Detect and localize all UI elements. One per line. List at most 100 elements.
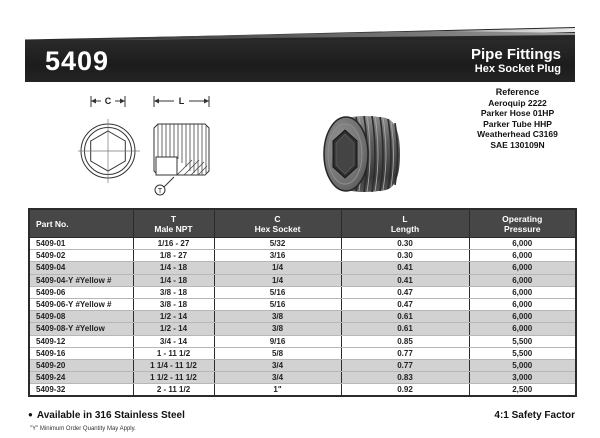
cell-part: 5409-06 xyxy=(29,286,133,299)
cell-npt: 2 - 11 1/2 xyxy=(132,383,214,397)
table-row: 5409-06 3/8 - 18 5/16 0.47 6,000 xyxy=(29,286,576,299)
page-banner: 5409 Pipe Fittings Hex Socket Plug xyxy=(25,40,575,82)
availability-note: ● Available in 316 Stainless Steel xyxy=(28,410,185,421)
table-row: 5409-16 1 - 11 1/2 5/8 0.77 5,500 xyxy=(29,347,576,360)
cell-part: 5409-32 xyxy=(36,385,66,395)
thread-callout-label: T xyxy=(158,188,163,195)
spec-table: Part No. T Male NPT C Hex Socket L Length Opera… xyxy=(28,208,577,398)
cell-part: 5409-04 xyxy=(29,261,133,275)
cell-pressure: 6,000 xyxy=(468,286,576,299)
table-row: 5409-12 3/4 - 14 9/16 0.85 5,500 xyxy=(29,335,576,348)
cell-part: 5409-08-Y #Yellow xyxy=(29,322,133,336)
table-row: 5409-08 1/2 - 14 3/8 0.61 6,000 xyxy=(29,310,576,324)
table-row: 5409-06-Y #Yellow #3/8 - 18 5/16 0.47 6,000 xyxy=(29,298,576,312)
column-header-hex: C Hex Socket xyxy=(213,209,341,238)
cell-length: 0.92 xyxy=(340,383,469,397)
cell-length: 0.30 xyxy=(340,237,469,251)
cell-length: 0.61 xyxy=(340,322,469,336)
cell-npt: 1/4 - 18 xyxy=(132,261,214,275)
cell-hex: 3/16 xyxy=(213,249,341,263)
cell-length: 0.41 xyxy=(340,261,469,275)
cell-pressure: 6,000 xyxy=(468,322,576,336)
cell-npt: 1/2 - 14 xyxy=(132,310,214,324)
cell-npt: 1/4 - 18 xyxy=(132,274,214,287)
cell-pressure: 6,000 xyxy=(468,274,576,287)
cell-pressure: 6,000 xyxy=(468,298,576,312)
cell-length: 0.61 xyxy=(340,310,469,324)
cell-hex: 3/8 xyxy=(213,322,341,336)
cell-pressure: 5,500 xyxy=(468,347,576,360)
page-subtitle: Hex Socket Plug xyxy=(474,63,561,76)
cell-length: 0.77 xyxy=(340,359,469,373)
cell-hex: 3/8 xyxy=(213,310,341,324)
cell-pressure: 6,000 xyxy=(468,249,576,263)
cell-npt: 1 1/4 - 11 1/2 xyxy=(132,359,214,373)
cell-hex: 3/4 xyxy=(213,371,341,385)
cell-part: 5409-12 xyxy=(29,335,133,348)
table-row: 5409-32 2 - 11 1/2 1" 0.92 2,500 xyxy=(29,383,576,397)
availability-prefix: Available in xyxy=(36,410,93,421)
cell-hex: 3/4 xyxy=(213,359,341,373)
cell-npt: 1/8 - 27 xyxy=(132,249,214,263)
reference-item: Parker Tube HHP xyxy=(483,118,552,129)
cell-hex: 5/8 xyxy=(213,347,341,360)
safety-factor-note: 4:1 Safety Factor xyxy=(494,410,575,421)
cell-length: 0.47 xyxy=(340,298,469,312)
reference-item: Aeroquip 2222 xyxy=(488,97,547,108)
cell-hex: 5/16 xyxy=(213,298,341,312)
table-row: 5409-08-Y #Yellow 1/2 - 14 3/8 0.61 6,000 xyxy=(29,322,576,336)
cell-npt: 1/16 - 27 xyxy=(132,237,214,251)
availability-material: 316 Stainless Steel xyxy=(94,410,185,421)
cell-pressure: 5,000 xyxy=(468,359,576,373)
reference-item: Parker Hose 01HP xyxy=(480,108,555,118)
product-photo xyxy=(316,110,412,200)
cell-hex: 5/16 xyxy=(213,286,341,299)
dim-label-l: L xyxy=(179,96,185,106)
cell-hex: 1" xyxy=(213,383,341,397)
cell-npt: 1 1/2 - 11 1/2 xyxy=(132,371,214,385)
cell-part: 5409-04-Y #Yellow # xyxy=(29,274,133,287)
cell-part: 5409-20 xyxy=(29,359,133,373)
cell-part: 5409-06-Y #Yellow # xyxy=(29,298,133,312)
column-header-length: L Length xyxy=(340,209,469,238)
reference-item: SAE 130109N xyxy=(490,139,545,150)
technical-drawing: C L T xyxy=(76,93,224,197)
bullet-icon: ● xyxy=(28,410,33,419)
table-row: 5409-24 1 1/2 - 11 1/2 3/4 0.83 3,000 xyxy=(29,371,576,385)
reference-block: Reference Aeroquip 2222 Parker Hose 01HP P… xyxy=(430,87,600,150)
cell-npt: 3/8 - 18 xyxy=(132,286,214,299)
cell-pressure: 2,500 xyxy=(468,383,576,397)
cell-pressure: 6,000 xyxy=(468,310,576,324)
dim-label-c: C xyxy=(105,96,112,106)
catalog-number: 5409 xyxy=(45,45,110,76)
cell-part: 5409-08 xyxy=(29,310,133,324)
cell-pressure: 6,000 xyxy=(468,237,576,251)
cell-part: 5409-01 xyxy=(29,237,133,251)
cell-part: 5409-02 xyxy=(29,249,133,263)
cell-pressure: 5,500 xyxy=(468,335,576,348)
cell-npt: 3/8 - 18 xyxy=(132,298,214,312)
cell-hex: 5/32 xyxy=(213,237,341,251)
table-row: 5409-02 1/8 - 27 3/16 0.30 6,000 xyxy=(29,249,576,263)
minimum-order-footnote: "Y" Minimum Order Quantity May Apply. xyxy=(30,426,136,432)
cell-length: 0.83 xyxy=(340,371,469,385)
header-swoosh-graphic xyxy=(25,27,575,40)
cell-part: 5409-16 xyxy=(29,347,133,360)
reference-heading: Reference xyxy=(495,87,540,97)
cell-part: 5409-24 xyxy=(29,371,133,385)
column-header-pressure: Operating Pressure xyxy=(468,209,576,238)
cell-hex: 9/16 xyxy=(213,335,341,348)
cell-pressure: 6,000 xyxy=(468,261,576,275)
cell-hex: 1/4 xyxy=(213,274,341,287)
cell-length: 0.41 xyxy=(340,274,469,287)
cell-npt: 1 - 11 1/2 xyxy=(132,347,214,360)
table-row: 5409-01 1/16 - 27 5/32 0.30 6,000 xyxy=(29,237,576,251)
table-row: 5409-04-Y #Yellow #1/4 - 18 1/4 0.41 6,000 xyxy=(29,274,576,287)
cell-length: 0.77 xyxy=(340,347,469,360)
cell-length: 0.47 xyxy=(340,286,469,299)
column-header-part: Part No. xyxy=(29,209,133,238)
page-title: Pipe Fittings xyxy=(471,46,561,64)
cell-hex: 1/4 xyxy=(213,261,341,275)
table-header-row: Part No. T Male NPT C Hex Socket L Length Opera… xyxy=(29,209,576,238)
column-header-npt: T Male NPT xyxy=(132,209,214,238)
